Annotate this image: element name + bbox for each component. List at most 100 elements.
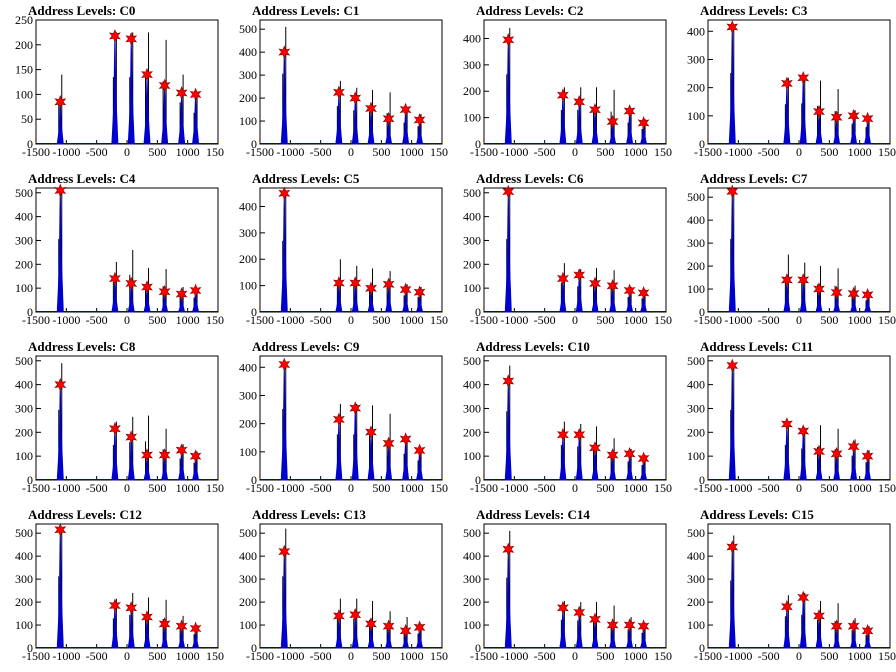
x-tick-label: -1500: [22, 313, 50, 327]
x-tick-label: -1500: [694, 649, 722, 663]
y-tick-label: 300: [239, 226, 257, 240]
chart-title: Address Levels: C5: [252, 171, 360, 186]
peak-marker: [399, 282, 412, 297]
peak-marker: [175, 287, 188, 301]
peak-marker: [623, 446, 636, 461]
chart-panel-7: Address Levels: C7 0 100 200 300 400 500 -1500-…: [672, 168, 896, 336]
peak-marker: [606, 114, 619, 129]
peak-marker: [332, 412, 345, 427]
histogram-bar: [728, 546, 736, 649]
chart-title: Address Levels: C1: [252, 3, 359, 18]
peak-marker: [158, 78, 171, 93]
y-tick-label: 300: [463, 401, 481, 415]
peak-marker: [637, 286, 650, 300]
chart-title: Address Levels: C13: [252, 507, 366, 522]
peak-marker: [413, 443, 426, 458]
peak-marker: [189, 87, 202, 102]
y-tick-label: 0: [27, 641, 33, 655]
y-tick-label: 250: [15, 13, 33, 27]
chart-svg: Address Levels: C3 0 100 200 300 400 -1500 -100…: [687, 3, 896, 159]
peak-marker: [278, 186, 291, 201]
x-tick-label: -1500: [470, 649, 498, 663]
x-tick-label: -500: [534, 649, 556, 663]
y-tick-label: 300: [463, 233, 481, 247]
x-tick-label: 0: [572, 649, 578, 663]
y-tick-label: 100: [463, 111, 481, 125]
peak-marker: [175, 619, 188, 634]
x-tick-label: 1500: [878, 649, 896, 663]
y-tick-label: 300: [463, 572, 481, 586]
y-tick-label: 400: [239, 360, 257, 374]
y-tick-label: 100: [463, 281, 481, 295]
x-tick-label: -1000: [724, 481, 752, 495]
y-tick-label: 400: [239, 199, 257, 213]
peak-marker: [413, 113, 426, 127]
x-tick-label: 0: [348, 145, 354, 159]
x-tick-label: 1000: [624, 145, 648, 159]
chart-title: Address Levels: C6: [476, 171, 584, 186]
chart-panel-13: Address Levels: C13 0 100 200 300 400 500 -1500…: [224, 504, 448, 672]
peak-marker: [861, 623, 874, 638]
y-tick-label: 300: [463, 58, 481, 72]
plot-frame: [35, 355, 219, 481]
chart-title: Address Levels: C3: [700, 3, 808, 18]
x-tick-label: 1500: [430, 313, 448, 327]
histogram-bar: [280, 551, 288, 649]
x-tick-label: 1000: [400, 145, 424, 159]
y-tick-label: 500: [463, 526, 481, 540]
x-tick-label: -1000: [276, 649, 304, 663]
histogram-bar: [728, 27, 736, 145]
x-tick-label: 0: [348, 313, 354, 327]
peak-marker: [365, 425, 377, 439]
chart-panel-10: Address Levels: C10 0 100 200 300 400 500 -1500…: [448, 336, 672, 504]
chart-svg: Address Levels: C15 0 100 200 300 400 500 -1500…: [687, 507, 896, 663]
peak-marker: [189, 621, 202, 636]
y-tick-label: 0: [251, 137, 257, 151]
peak-marker: [861, 449, 874, 464]
x-tick-label: 0: [796, 313, 802, 327]
x-tick-label: 1500: [206, 313, 224, 327]
peak-marker: [175, 443, 188, 458]
peak-marker: [175, 86, 188, 100]
x-tick-label: 500: [820, 145, 838, 159]
x-tick-label: 500: [148, 145, 166, 159]
peak-marker: [502, 184, 515, 199]
x-tick-label: -1000: [500, 145, 528, 159]
histogram-bar: [559, 95, 567, 145]
histogram-bar: [191, 94, 200, 145]
chart-panel-15: Address Levels: C15 0 100 200 300 400 500 -1500…: [672, 504, 896, 672]
peak-marker: [847, 286, 860, 301]
x-tick-label: 500: [148, 649, 166, 663]
y-tick-label: 200: [239, 417, 257, 431]
peak-marker: [813, 104, 825, 119]
y-tick-label: 0: [475, 641, 481, 655]
peak-marker: [797, 424, 810, 438]
y-tick-label: 400: [463, 210, 481, 224]
histogram-bar: [280, 193, 288, 313]
peak-marker: [556, 600, 569, 615]
x-tick-label: -1500: [246, 313, 274, 327]
x-tick-label: -500: [534, 313, 556, 327]
x-tick-label: -1000: [276, 481, 304, 495]
chart-svg: Address Levels: C10 0 100 200 300 400 500 -1500…: [463, 339, 672, 495]
peak-marker: [332, 276, 345, 290]
chart-svg: Address Levels: C13 0 100 200 300 400 500 -1500…: [239, 507, 448, 663]
chart-title: Address Levels: C9: [252, 339, 360, 354]
x-tick-label: 1500: [430, 649, 448, 663]
chart-panel-1: Address Levels: C1 0 100 200 300 400 500 -1500-…: [224, 0, 448, 168]
peak-marker: [573, 268, 586, 282]
peak-marker: [382, 111, 395, 126]
y-tick-label: 0: [27, 137, 33, 151]
chart-panel-2: Address Levels: C2 0 100 200 300 400 -1500 -100…: [448, 0, 672, 168]
x-tick-label: 0: [796, 481, 802, 495]
x-tick-label: -1500: [246, 649, 274, 663]
histogram-bar: [783, 83, 791, 145]
x-tick-label: 0: [796, 145, 802, 159]
peak-marker: [797, 70, 810, 85]
histogram-bar: [728, 365, 736, 481]
peak-marker: [797, 590, 810, 605]
x-tick-label: 0: [348, 649, 354, 663]
x-tick-label: -500: [534, 481, 556, 495]
x-tick-label: 1500: [206, 145, 224, 159]
y-tick-label: 100: [239, 445, 257, 459]
